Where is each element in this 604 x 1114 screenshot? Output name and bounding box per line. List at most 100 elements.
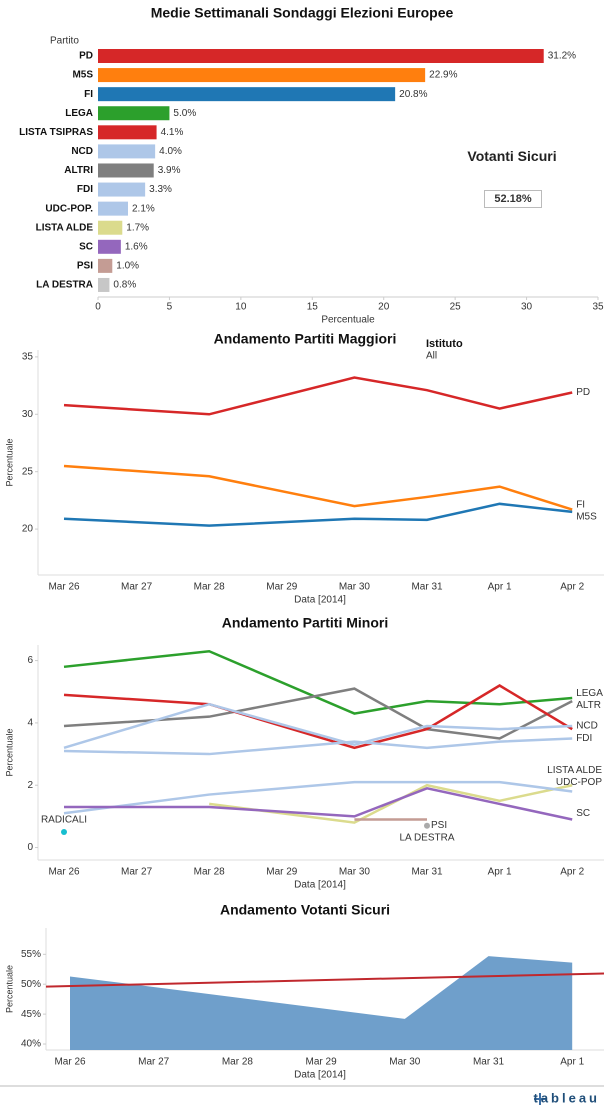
chart-title: Andamento Partiti Maggiori [214, 331, 397, 347]
x-tick-label: Mar 31 [411, 867, 443, 878]
category-label: UDC-POP. [45, 203, 93, 214]
value-label: 2.1% [132, 203, 155, 214]
category-label: SC [79, 241, 93, 252]
line [63, 376, 573, 416]
y-tick-label: 25 [22, 466, 34, 477]
value-label: 1.7% [126, 222, 149, 233]
line [63, 687, 573, 740]
series-label: LEGA [576, 688, 603, 699]
y-tick-label: 6 [27, 655, 33, 666]
legend-value: All [426, 351, 437, 362]
x-tick-label: Apr 2 [560, 867, 584, 878]
series-label: PSI [431, 820, 447, 831]
line [63, 649, 573, 715]
series-label: LISTA ALDE [547, 765, 602, 776]
x-tick-label: Mar 26 [48, 867, 80, 878]
series-label: UDC-POP [556, 777, 602, 788]
category-label: LA DESTRA [36, 280, 93, 291]
x-tick-label: Mar 31 [473, 1057, 505, 1068]
value-label: 4.1% [161, 127, 184, 138]
x-tick-label: Apr 1 [488, 867, 512, 878]
y-tick-label: 2 [27, 780, 33, 791]
category-label: FDI [77, 184, 93, 195]
bar [98, 201, 128, 216]
value-label: 31.2% [548, 51, 576, 62]
chart-title: Andamento Partiti Minori [222, 615, 388, 631]
value-label: 5.0% [173, 108, 196, 119]
x-tick-label: 10 [235, 302, 247, 313]
trend-line [45, 972, 604, 988]
bar [98, 277, 110, 292]
point [61, 828, 67, 835]
point-label: RADICALI [41, 815, 87, 826]
line [63, 737, 573, 756]
x-tick-label: Mar 30 [339, 582, 371, 593]
y-axis-title: Percentuale [4, 965, 14, 1013]
series-label: M5S [576, 511, 597, 522]
point [424, 822, 430, 829]
x-tick-label: Mar 28 [194, 582, 226, 593]
point-label: LA DESTRA [399, 832, 454, 843]
x-axis-title: Data [2014] [294, 595, 346, 606]
x-tick-label: 25 [450, 302, 462, 313]
value-label: 3.3% [149, 184, 172, 195]
category-label: LISTA ALDE [36, 222, 94, 233]
series-label: FDI [576, 733, 592, 744]
x-tick-label: Mar 29 [266, 867, 298, 878]
value-label: 1.0% [116, 261, 139, 272]
category-label: NCD [71, 146, 93, 157]
line [64, 787, 573, 821]
y-axis-title: Percentuale [4, 438, 14, 486]
y-tick-label: 4 [27, 718, 33, 729]
line [63, 464, 573, 511]
x-tick-label: Mar 26 [54, 1057, 86, 1068]
x-tick-label: Mar 27 [138, 1057, 170, 1068]
logo: tableau [533, 1090, 600, 1105]
x-tick-label: Mar 30 [389, 1057, 421, 1068]
category-label: LEGA [65, 108, 93, 119]
value-label: 20.8% [399, 89, 427, 100]
x-tick-label: Apr 1 [488, 582, 512, 593]
x-tick-label: Mar 29 [266, 582, 298, 593]
x-tick-label: 0 [95, 302, 101, 313]
y-tick-label: 45% [21, 1009, 41, 1020]
bar [98, 258, 113, 273]
y-tick-label: 20 [22, 524, 34, 535]
line [209, 783, 573, 824]
value-label: 1.6% [125, 241, 148, 252]
x-tick-label: Apr 2 [560, 582, 584, 593]
value-label: 0.8% [113, 280, 136, 291]
category-label: PSI [77, 261, 93, 272]
bar [98, 87, 396, 102]
x-tick-label: 5 [167, 302, 173, 313]
y-tick-label: 55% [21, 949, 41, 960]
series-label: FI [576, 499, 585, 510]
x-tick-label: 15 [307, 302, 319, 313]
x-axis-title: Data [2014] [294, 880, 346, 891]
area [70, 956, 573, 1050]
x-tick-label: 35 [592, 302, 604, 313]
card-value: 52.18% [484, 190, 542, 208]
series-label: NCD [576, 721, 598, 732]
category-label: FI [84, 89, 93, 100]
y-tick-label: 40% [21, 1039, 41, 1050]
x-tick-label: Mar 30 [339, 867, 371, 878]
series-label: SC [576, 808, 590, 819]
series-label: PD [576, 387, 590, 398]
line [63, 684, 573, 750]
x-tick-label: Mar 26 [48, 582, 80, 593]
line [63, 702, 573, 750]
x-axis-title: Data [2014] [294, 1070, 346, 1081]
bar [98, 106, 170, 121]
bar [98, 68, 426, 83]
bar [98, 125, 157, 140]
value-label: 3.9% [158, 165, 181, 176]
x-tick-label: Apr 1 [560, 1057, 584, 1068]
y-axis-title: Percentuale [4, 728, 14, 776]
y-axis-title: Partito [50, 36, 79, 47]
category-label: M5S [72, 70, 93, 81]
x-tick-label: Mar 29 [306, 1057, 338, 1068]
category-label: PD [79, 51, 93, 62]
